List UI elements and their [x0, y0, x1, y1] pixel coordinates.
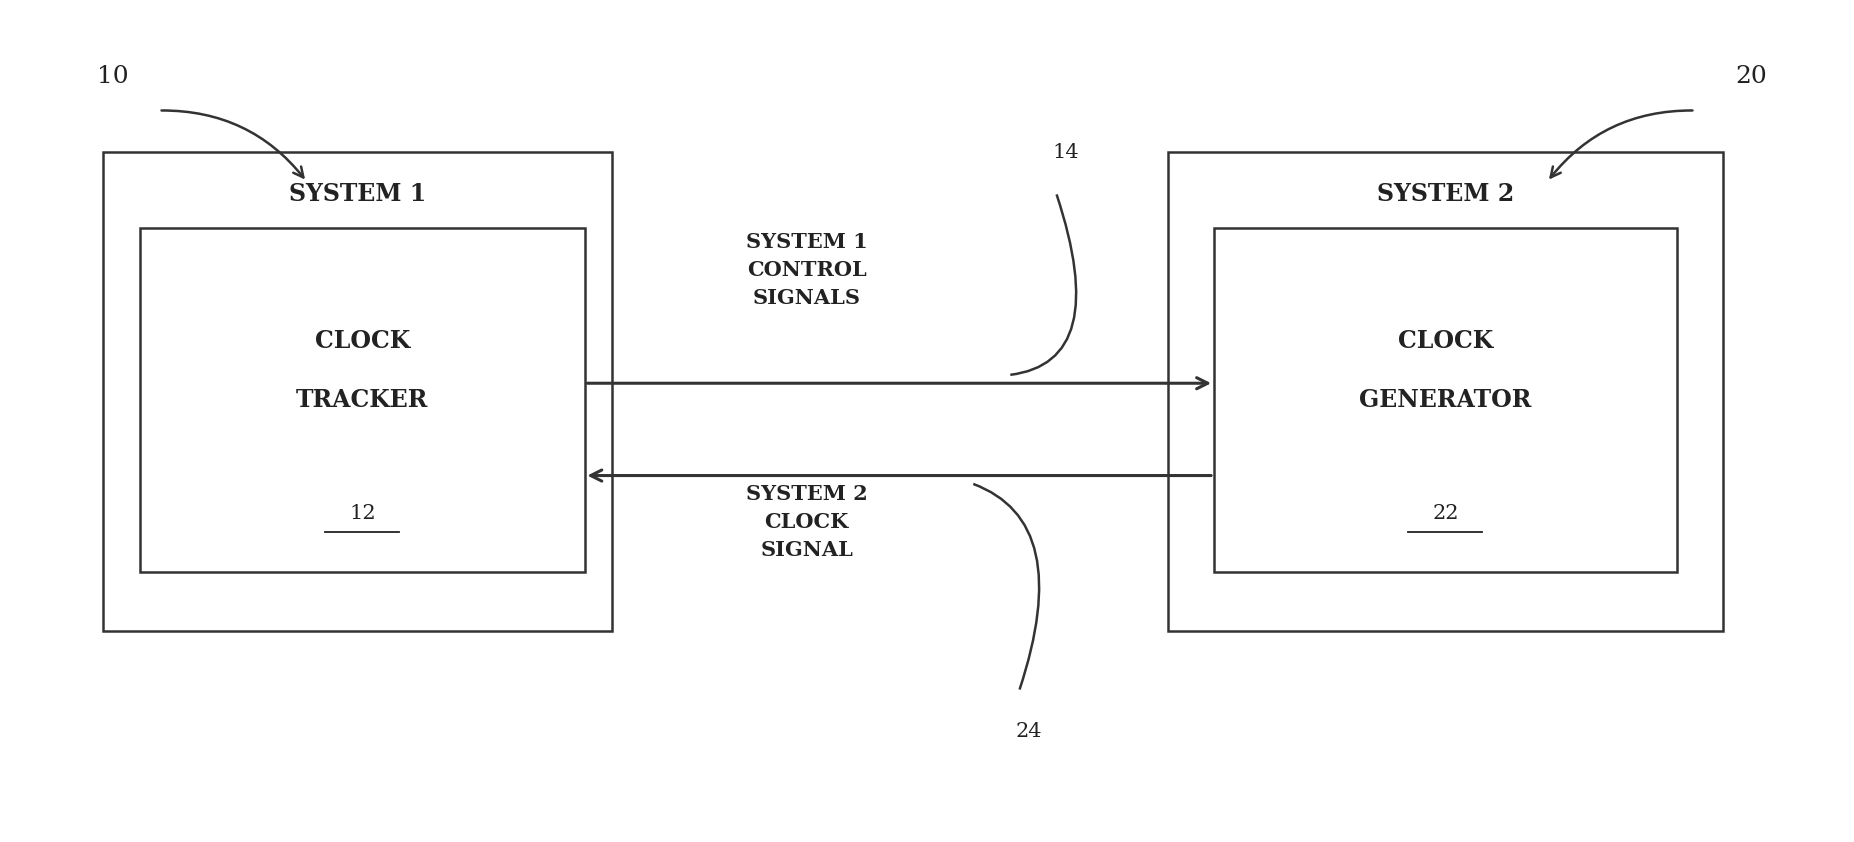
Text: CLOCK: CLOCK	[1398, 329, 1492, 354]
Bar	[1214, 228, 1676, 572]
Text: SYSTEM 1: SYSTEM 1	[289, 183, 426, 206]
Text: SYSTEM 1
CONTROL
SIGNALS: SYSTEM 1 CONTROL SIGNALS	[745, 232, 868, 308]
Text: CLOCK: CLOCK	[315, 329, 410, 354]
Bar	[1168, 152, 1722, 631]
Text: GENERATOR: GENERATOR	[1359, 388, 1531, 412]
Text: TRACKER: TRACKER	[297, 388, 428, 412]
Text: 24: 24	[1016, 722, 1042, 741]
Text: SYSTEM 2
CLOCK
SIGNAL: SYSTEM 2 CLOCK SIGNAL	[745, 483, 868, 560]
Bar	[141, 228, 584, 572]
Text: 20: 20	[1735, 66, 1767, 88]
Text: 12: 12	[349, 504, 376, 523]
Text: SYSTEM 2: SYSTEM 2	[1378, 183, 1515, 206]
Bar	[104, 152, 612, 631]
Text: 14: 14	[1053, 143, 1079, 162]
Text: 22: 22	[1431, 504, 1459, 523]
Text: 10: 10	[96, 66, 128, 88]
